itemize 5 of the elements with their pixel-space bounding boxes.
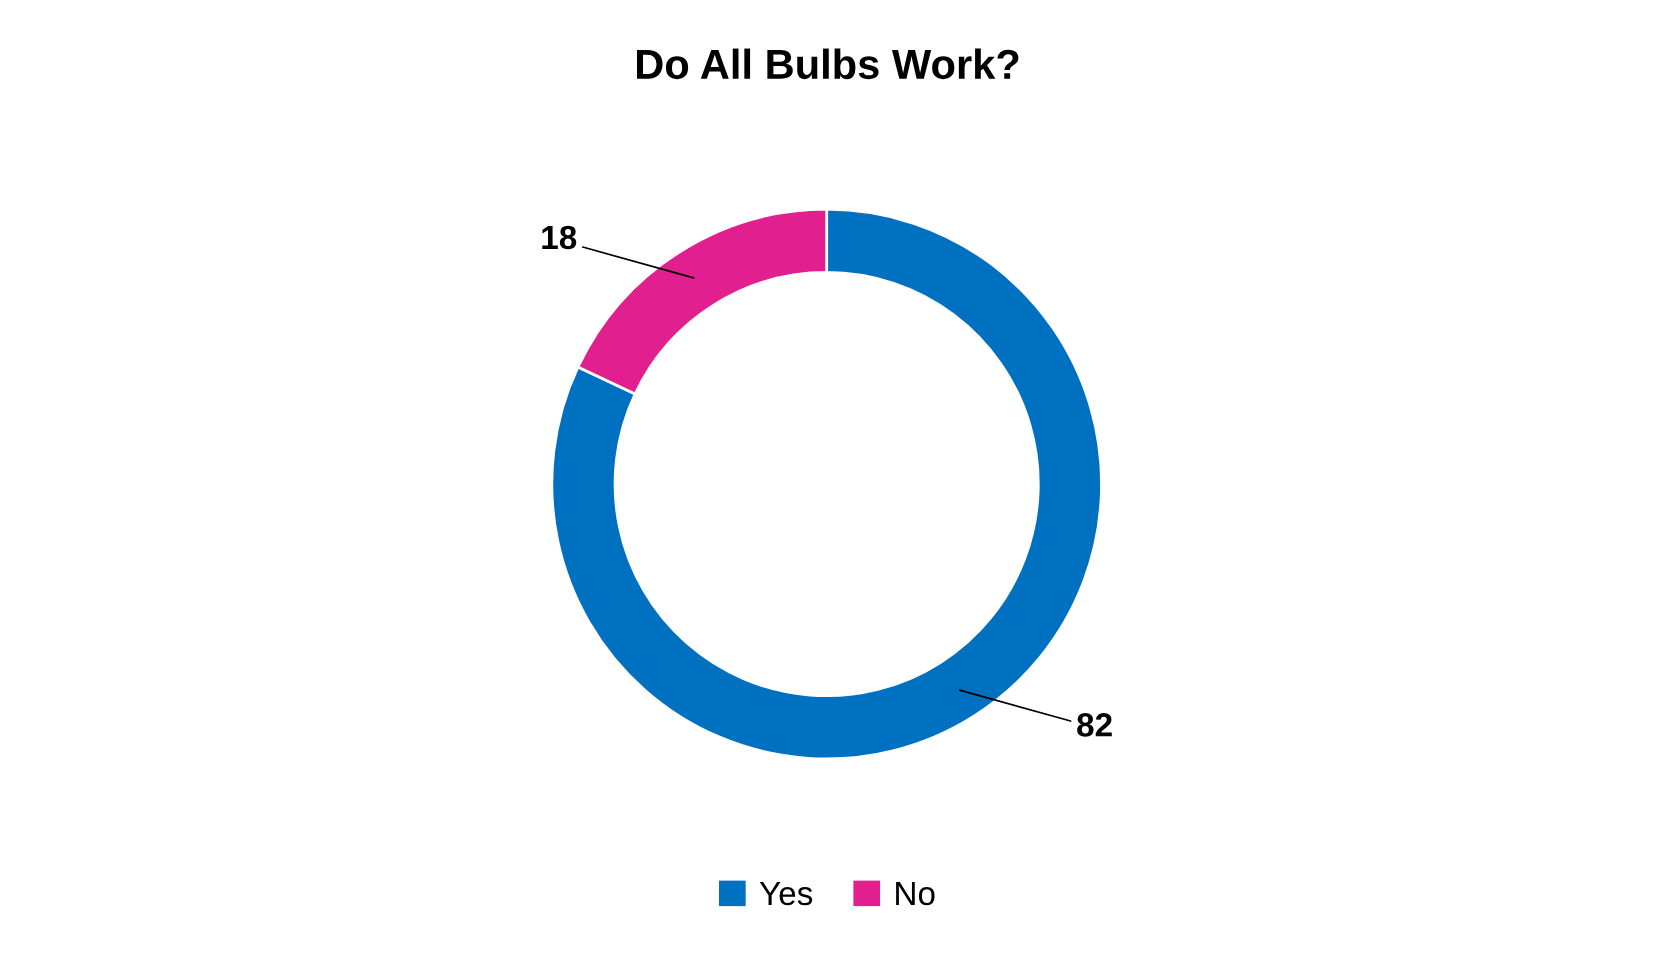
data-label: 82: [1077, 713, 1112, 737]
data-label: 18: [542, 225, 577, 250]
legend-label: Yes: [759, 882, 813, 906]
legend-label: No: [896, 882, 935, 906]
chart-title: Do All Bulbs Work?: [637, 48, 1019, 80]
